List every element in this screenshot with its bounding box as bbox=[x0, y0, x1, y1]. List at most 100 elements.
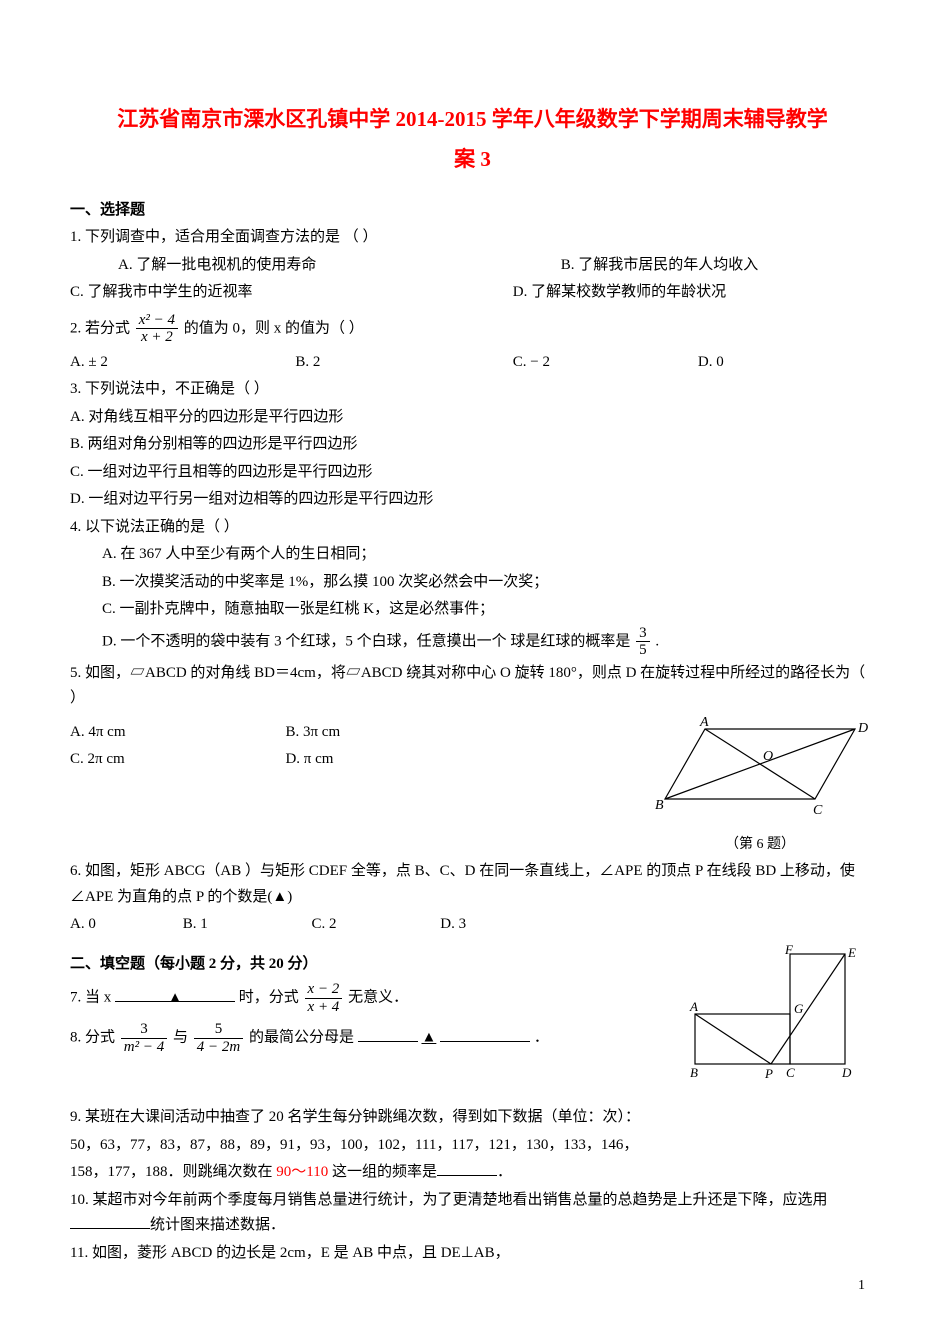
line-pe bbox=[771, 954, 845, 1064]
q9-post: ． bbox=[497, 1164, 512, 1180]
q6-optC: C. 2 bbox=[311, 912, 440, 938]
q5-optD: D. π cm bbox=[285, 747, 333, 773]
q2-frac-num: x² − 4 bbox=[136, 312, 178, 330]
q1-opts-row2: C. 了解我市中学生的近视率 D. 了解某校数学教师的年龄状况 bbox=[70, 280, 875, 306]
r-lblA: A bbox=[689, 999, 698, 1014]
r-lblP: P bbox=[764, 1066, 773, 1081]
q8-f1d: m² − 4 bbox=[121, 1039, 167, 1056]
q4-D-pre: D. 一个不透明的袋中装有 3 个红球，5 个白球，任意摸出一个 球是红球的概率… bbox=[102, 633, 634, 649]
q7-frac: x − 2 x + 4 bbox=[305, 981, 343, 1015]
q4-optC: C. 一副扑克牌中，随意抽取一张是红桃 K，这是必然事件； bbox=[70, 597, 875, 623]
q5-optB: B. 3π cm bbox=[285, 720, 340, 746]
q1-optA: A. 了解一批电视机的使用寿命 bbox=[70, 253, 561, 279]
q8-f2: 5 4 − 2m bbox=[194, 1021, 243, 1055]
q2-frac-den: x + 2 bbox=[136, 329, 178, 346]
q6-diagram: A B C D E F G P bbox=[685, 944, 875, 1104]
q3-optA: A. 对角线互相平分的四边形是平行四边形 bbox=[70, 405, 875, 431]
q10-blank bbox=[70, 1213, 150, 1229]
q5-opts-row2: C. 2π cm D. π cm bbox=[70, 747, 637, 773]
q9-line3: 158，177，188．则跳绳次数在 90～110 这一组的频率是 ． bbox=[70, 1160, 875, 1186]
q9-line1: 9. 某班在大课间活动中抽查了 20 名学生每分钟跳绳次数，得到如下数据（单位：… bbox=[70, 1105, 875, 1131]
q5-diagram-caption: （第 6 题） bbox=[645, 833, 875, 857]
q4-D-num: 3 bbox=[636, 625, 650, 643]
r-lblG: G bbox=[794, 1001, 804, 1016]
q11: 11. 如图，菱形 ABCD 的边长是 2cm，E 是 AB 中点，且 DE⊥A… bbox=[70, 1241, 875, 1267]
q9-line2: 50，63，77，83，87，88，89，91，93，100，102，111，1… bbox=[70, 1133, 875, 1159]
title-line2: 案 3 bbox=[454, 147, 491, 171]
q8-f2d: 4 − 2m bbox=[194, 1039, 243, 1056]
q9-l3-red: 90～110 bbox=[276, 1164, 328, 1180]
q2-optA: A. ± 2 bbox=[70, 350, 295, 376]
q7-blank: ▲ bbox=[115, 986, 235, 1002]
q3-optB: B. 两组对角分别相等的四边形是平行四边形 bbox=[70, 432, 875, 458]
q4-D-post: . bbox=[655, 633, 659, 649]
lblC: C bbox=[813, 803, 823, 818]
rects-svg: A B C D E F G P bbox=[685, 944, 875, 1094]
q3-optC: C. 一组对边平行且相等的四边形是平行四边形 bbox=[70, 460, 875, 486]
q1-opts-row1: A. 了解一批电视机的使用寿命 B. 了解我市居民的年人均收入 bbox=[70, 253, 875, 279]
r-lblB: B bbox=[690, 1065, 698, 1080]
lblA: A bbox=[699, 715, 709, 730]
q4-optB: B. 一次摸奖活动的中奖率是 1%，那么摸 100 次奖必然会中一次奖； bbox=[70, 570, 875, 596]
q2-pre: 2. 若分式 bbox=[70, 320, 134, 336]
r-lblF: F bbox=[784, 944, 794, 957]
lblB: B bbox=[655, 798, 664, 813]
q7-tri: ▲ bbox=[168, 990, 183, 1006]
q6-opts: A. 0 B. 1 C. 2 D. 3 bbox=[70, 912, 875, 938]
q1-stem: 1. 下列调查中，适合用全面调查方法的是 （ ） bbox=[70, 225, 875, 251]
q6-optA: A. 0 bbox=[70, 912, 183, 938]
q10-pre: 10. 某超市对今年前两个季度每月销售总量进行统计，为了更清楚地看出销售总量的总… bbox=[70, 1192, 828, 1208]
q5-optC: C. 2π cm bbox=[70, 747, 285, 773]
q2-stem: 2. 若分式 x² − 4 x + 2 的值为 0，则 x 的值为（ ） bbox=[70, 312, 875, 346]
q10: 10. 某超市对今年前两个季度每月销售总量进行统计，为了更清楚地看出销售总量的总… bbox=[70, 1188, 875, 1239]
title-line1: 江苏省南京市溧水区孔镇中学 2014-2015 学年八年级数学下学期周末辅导教学 bbox=[117, 107, 828, 131]
document-page: 江苏省南京市溧水区孔镇中学 2014-2015 学年八年级数学下学期周末辅导教学… bbox=[0, 0, 945, 1308]
q9-blank bbox=[437, 1160, 497, 1176]
line-ap bbox=[695, 1014, 771, 1064]
q8-f1n: 3 bbox=[121, 1021, 167, 1039]
r-lblD: D bbox=[841, 1065, 852, 1080]
parallelogram-svg: A D B C O bbox=[645, 714, 875, 824]
q2-opts: A. ± 2 B. 2 C. − 2 D. 0 bbox=[70, 350, 875, 376]
q7-den: x + 4 bbox=[305, 999, 343, 1016]
q8-blank2 bbox=[440, 1026, 530, 1042]
q4-optD: D. 一个不透明的袋中装有 3 个红球，5 个白球，任意摸出一个 球是红球的概率… bbox=[70, 625, 875, 659]
page-title: 江苏省南京市溧水区孔镇中学 2014-2015 学年八年级数学下学期周末辅导教学… bbox=[70, 100, 875, 180]
q5-opts-row1: A. 4π cm B. 3π cm bbox=[70, 720, 637, 746]
q5-stem: 5. 如图，▱ABCD 的对角线 BD＝4cm，将▱ABCD 绕其对称中心 O … bbox=[70, 661, 875, 712]
diag2 bbox=[665, 729, 855, 799]
q8-pre: 8. 分式 bbox=[70, 1030, 119, 1046]
q9-l3-pre: 158，177，188．则跳绳次数在 bbox=[70, 1164, 276, 1180]
q7-mid: 时，分式 bbox=[239, 990, 303, 1006]
q7-num: x − 2 bbox=[305, 981, 343, 999]
q2-optB: B. 2 bbox=[295, 350, 512, 376]
section1-header: 一、选择题 bbox=[70, 198, 875, 224]
r-lblC: C bbox=[786, 1065, 795, 1080]
q4-optA: A. 在 367 人中至少有两个人的生日相同； bbox=[70, 542, 875, 568]
q8-f2n: 5 bbox=[194, 1021, 243, 1039]
q8-f1: 3 m² − 4 bbox=[121, 1021, 167, 1055]
q2-optD: D. 0 bbox=[698, 350, 724, 376]
q9-l3-post: 这一组的频率是 bbox=[328, 1164, 437, 1180]
q8-mid1: 与 bbox=[173, 1030, 192, 1046]
q4-D-frac: 3 5 bbox=[636, 625, 650, 659]
q8-blank1 bbox=[358, 1026, 418, 1042]
q2-optC: C. − 2 bbox=[513, 350, 698, 376]
q6-stem: 6. 如图，矩形 ABCG（AB ）与矩形 CDEF 全等，点 B、C、D 在同… bbox=[70, 859, 875, 910]
q5-diagram: A D B C O （第 6 题） bbox=[645, 714, 875, 857]
lblD: D bbox=[857, 721, 868, 736]
r-lblE: E bbox=[847, 945, 856, 960]
q7-post: 无意义． bbox=[348, 990, 408, 1006]
q10-post: 统计图来描述数据． bbox=[150, 1217, 285, 1233]
q1-optD: D. 了解某校数学教师的年龄状况 bbox=[513, 280, 726, 306]
lblO: O bbox=[763, 749, 773, 764]
q6-optB: B. 1 bbox=[183, 912, 312, 938]
q4-stem: 4. 以下说法正确的是（ ） bbox=[70, 515, 875, 541]
page-number: 1 bbox=[858, 1274, 865, 1298]
q8-tri: ▲ bbox=[421, 1030, 436, 1046]
q8-mid2: 的最简公分母是 bbox=[249, 1030, 354, 1046]
q8-post: ． bbox=[534, 1030, 549, 1046]
q5-optA: A. 4π cm bbox=[70, 720, 285, 746]
q7-pre: 7. 当 x bbox=[70, 990, 111, 1006]
q4-D-den: 5 bbox=[636, 642, 650, 659]
